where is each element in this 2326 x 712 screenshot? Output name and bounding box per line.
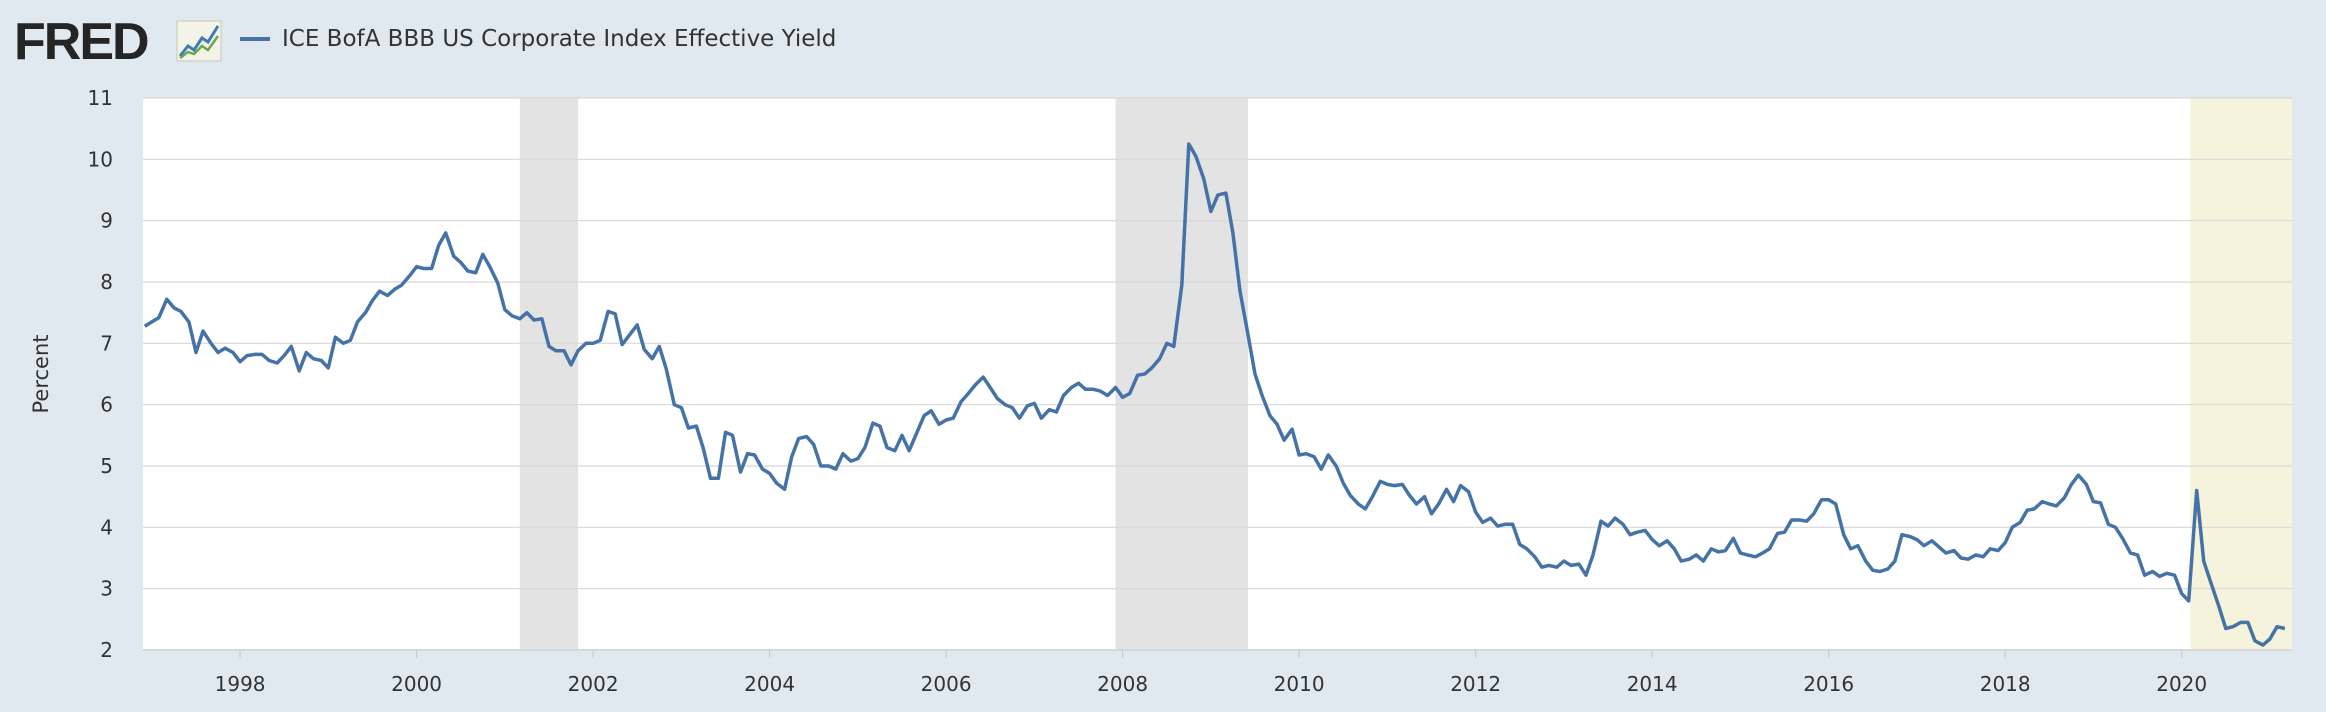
x-tick-label-2004: 2004 bbox=[744, 672, 795, 696]
legend-series-label: ICE BofA BBB US Corporate Index Effectiv… bbox=[282, 26, 837, 52]
y-tick-label-8: 8 bbox=[100, 270, 113, 294]
y-tick-label-11: 11 bbox=[88, 86, 113, 110]
recession-shade-1 bbox=[1115, 98, 1248, 650]
x-tick-label-2018: 2018 bbox=[1980, 672, 2031, 696]
x-tick-label-2008: 2008 bbox=[1097, 672, 1148, 696]
y-axis-tick-labels: 2 3 4 5 6 7 8 9 10 11 bbox=[88, 86, 113, 662]
x-tick-label-2016: 2016 bbox=[1803, 672, 1854, 696]
chart-legend[interactable]: ICE BofA BBB US Corporate Index Effectiv… bbox=[240, 24, 836, 54]
y-tick-label-2: 2 bbox=[100, 638, 113, 662]
shaded-periods bbox=[519, 98, 2292, 650]
y-tick-label-10: 10 bbox=[88, 147, 113, 171]
recession-shade-0 bbox=[519, 98, 579, 650]
y-tick-label-3: 3 bbox=[100, 577, 113, 601]
legend-line-swatch bbox=[240, 37, 270, 41]
x-tick-label-2020: 2020 bbox=[2156, 672, 2207, 696]
y-tick-label-5: 5 bbox=[100, 454, 113, 478]
x-tick-label-2002: 2002 bbox=[568, 672, 619, 696]
x-tick-label-2010: 2010 bbox=[1274, 672, 1325, 696]
fred-logo[interactable]: FRED bbox=[14, 13, 150, 71]
y-axis-title: Percent bbox=[29, 334, 53, 413]
y-gridlines bbox=[143, 97, 2292, 651]
y-tick-label-6: 6 bbox=[100, 393, 113, 417]
graph-header: FRED ICE BofA BBB US Corporate Index Eff… bbox=[0, 0, 2326, 80]
x-tick-label-2012: 2012 bbox=[1450, 672, 1501, 696]
x-tick-label-1998: 1998 bbox=[215, 672, 266, 696]
fred-chart-icon bbox=[176, 20, 222, 62]
x-tick-label-2014: 2014 bbox=[1627, 672, 1678, 696]
x-axis-tick-labels: 1998 2000 2002 2004 2006 2008 2010 2012 2014 2016… bbox=[215, 650, 2207, 696]
series-group bbox=[143, 142, 2286, 647]
y-tick-label-7: 7 bbox=[100, 331, 113, 355]
x-tick-label-2006: 2006 bbox=[921, 672, 972, 696]
x-tick-label-2000: 2000 bbox=[391, 672, 442, 696]
series-line-0[interactable] bbox=[143, 142, 2286, 647]
y-tick-label-9: 9 bbox=[100, 209, 113, 233]
highlight-shade bbox=[2190, 98, 2292, 650]
y-tick-label-4: 4 bbox=[100, 515, 113, 539]
